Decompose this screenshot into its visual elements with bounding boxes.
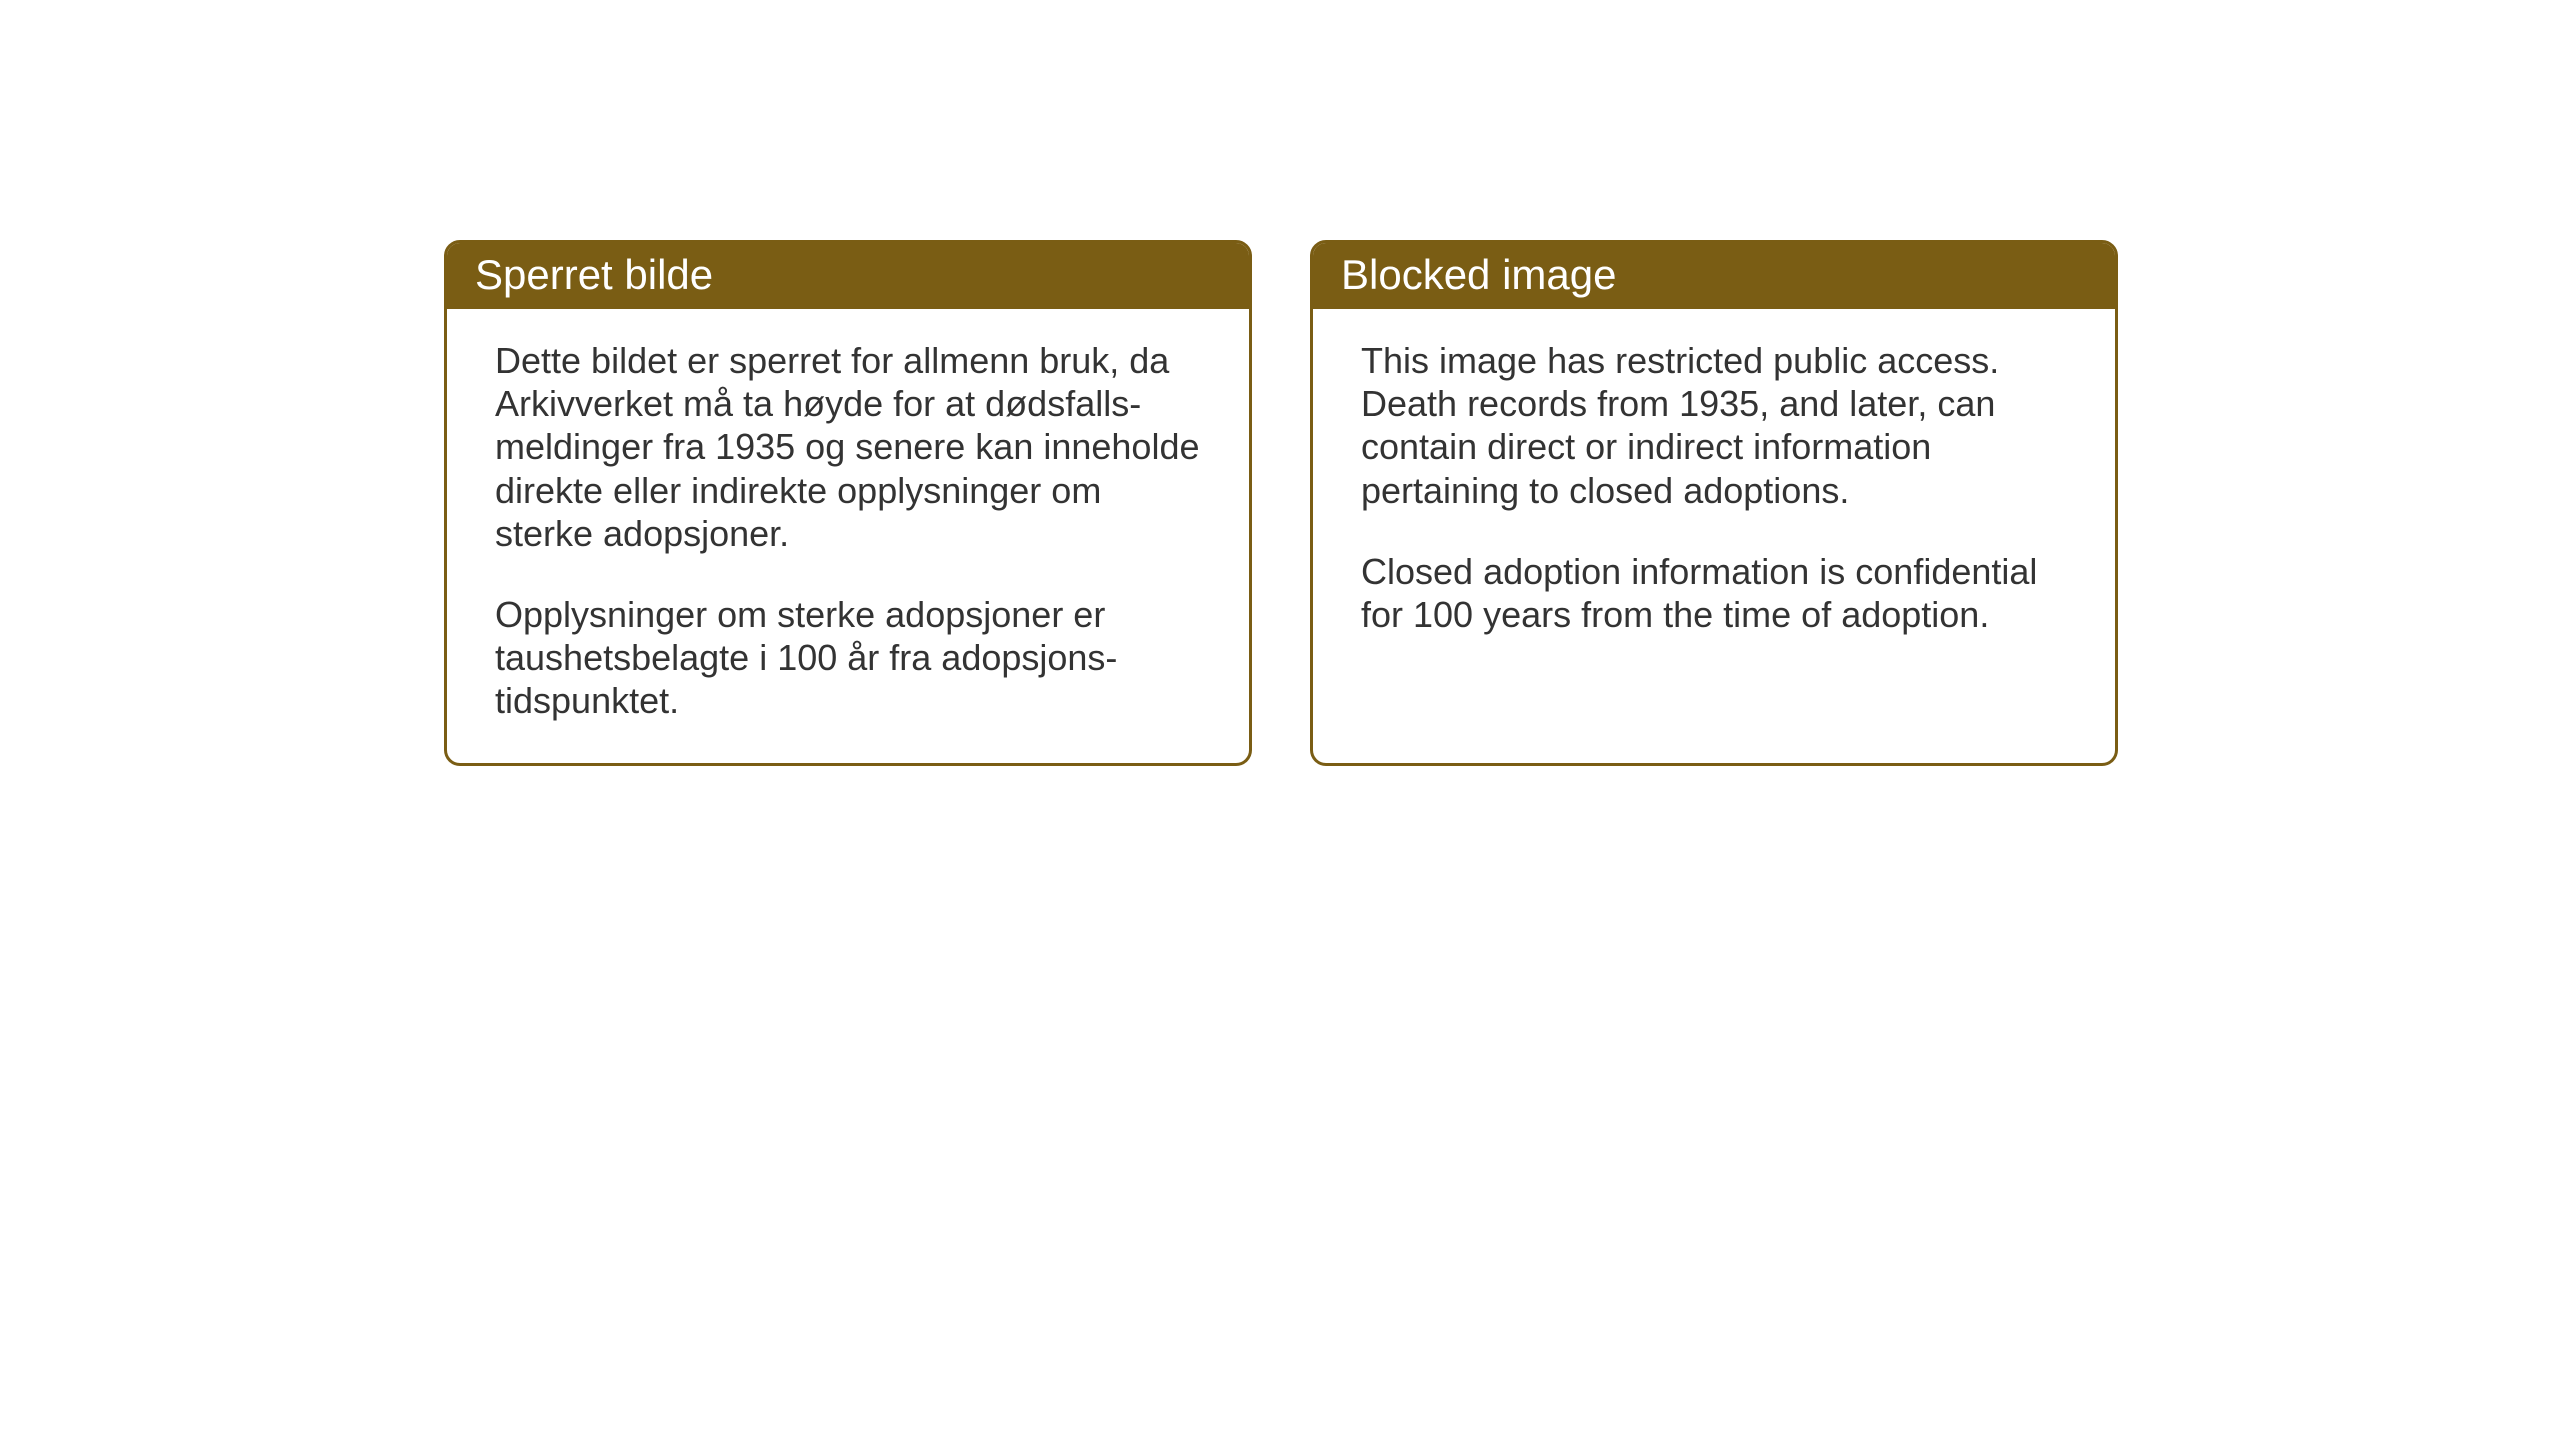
norwegian-paragraph-1: Dette bildet er sperret for allmenn bruk… <box>495 339 1201 555</box>
english-card-body: This image has restricted public access.… <box>1313 309 2115 676</box>
english-notice-card: Blocked image This image has restricted … <box>1310 240 2118 766</box>
norwegian-paragraph-2: Opplysninger om sterke adopsjoner er tau… <box>495 593 1201 723</box>
norwegian-card-title: Sperret bilde <box>447 243 1249 309</box>
english-paragraph-1: This image has restricted public access.… <box>1361 339 2067 512</box>
english-paragraph-2: Closed adoption information is confident… <box>1361 550 2067 636</box>
norwegian-notice-card: Sperret bilde Dette bildet er sperret fo… <box>444 240 1252 766</box>
notice-container: Sperret bilde Dette bildet er sperret fo… <box>444 240 2118 766</box>
english-card-title: Blocked image <box>1313 243 2115 309</box>
norwegian-card-body: Dette bildet er sperret for allmenn bruk… <box>447 309 1249 763</box>
